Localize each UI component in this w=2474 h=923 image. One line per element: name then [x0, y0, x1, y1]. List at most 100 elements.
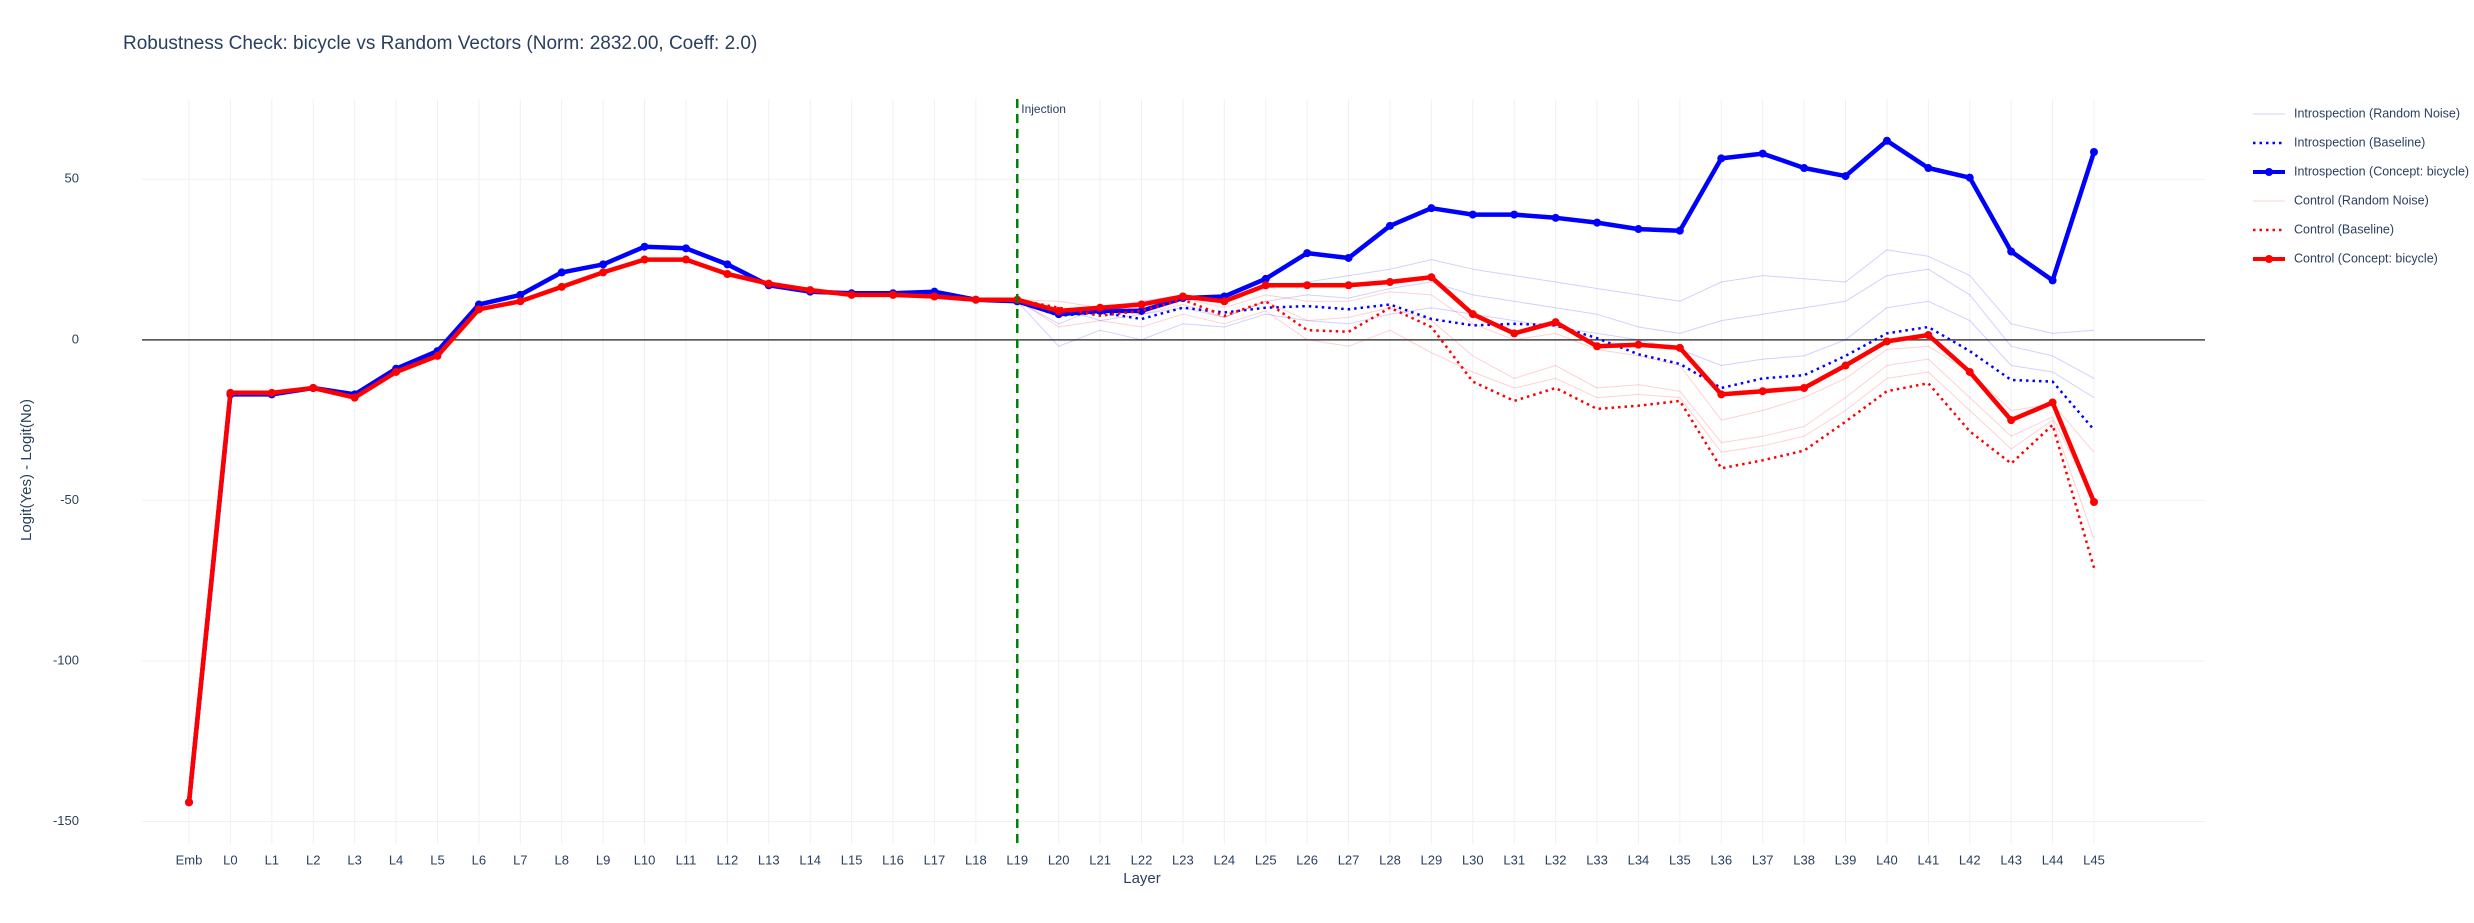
x-tick-label: L23 — [1172, 852, 1194, 867]
point — [1717, 154, 1726, 163]
point — [516, 290, 525, 299]
point — [1841, 361, 1850, 370]
x-tick-label: L40 — [1876, 852, 1898, 867]
point — [2007, 416, 2016, 425]
point — [1220, 297, 1229, 306]
point — [930, 292, 939, 301]
x-tick-label: L18 — [965, 852, 987, 867]
point — [185, 798, 193, 807]
point — [599, 268, 608, 277]
point — [889, 290, 898, 299]
point — [2090, 147, 2098, 156]
point — [1882, 136, 1891, 145]
point — [1634, 225, 1643, 234]
injection-label: Injection — [1021, 102, 1066, 116]
point — [806, 286, 815, 295]
x-tick-label: L41 — [1917, 852, 1939, 867]
point — [433, 351, 442, 360]
point — [1882, 337, 1891, 346]
point — [1178, 292, 1187, 301]
x-tick-label: L20 — [1048, 852, 1070, 867]
point — [1096, 303, 1105, 312]
point — [1800, 384, 1809, 393]
point — [1758, 149, 1767, 158]
point — [1675, 226, 1684, 235]
point — [1303, 281, 1312, 290]
x-tick-label: L37 — [1752, 852, 1774, 867]
point — [1137, 300, 1146, 309]
point — [2048, 276, 2057, 285]
legend-label: Control (Baseline) — [2294, 222, 2394, 236]
point — [267, 388, 276, 397]
point — [557, 282, 566, 291]
x-tick-label: L15 — [841, 852, 863, 867]
point — [640, 242, 649, 251]
point — [2048, 398, 2057, 407]
x-tick-label: L30 — [1462, 852, 1484, 867]
point — [1551, 213, 1560, 222]
point — [1137, 306, 1146, 315]
x-tick-label: L3 — [347, 852, 361, 867]
point — [1468, 210, 1477, 219]
x-tick-label: L4 — [389, 852, 403, 867]
x-tick-label: L27 — [1338, 852, 1360, 867]
x-tick-label: L2 — [306, 852, 320, 867]
point — [1468, 310, 1477, 319]
x-tick-label: L6 — [472, 852, 486, 867]
x-axis-title: Layer — [1123, 870, 1161, 887]
x-tick-label: L36 — [1710, 852, 1732, 867]
legend-label: Introspection (Concept: bicycle) — [2294, 164, 2469, 178]
chart-title: Robustness Check: bicycle vs Random Vect… — [123, 33, 757, 54]
x-tick-label: L16 — [882, 852, 904, 867]
x-tick-label: L42 — [1959, 852, 1981, 867]
x-tick-label: L24 — [1213, 852, 1235, 867]
x-tick-label: L38 — [1793, 852, 1815, 867]
point — [681, 255, 690, 264]
point — [350, 393, 359, 402]
x-tick-label: L8 — [554, 852, 568, 867]
point — [557, 268, 566, 277]
x-tick-label: L7 — [513, 852, 527, 867]
point — [971, 295, 980, 304]
point — [1593, 218, 1602, 227]
x-tick-label: L21 — [1089, 852, 1111, 867]
y-tick-label: -50 — [60, 492, 79, 507]
legend-label: Control (Concept: bicycle) — [2294, 251, 2438, 265]
x-tick-label: L1 — [265, 852, 279, 867]
x-tick-label: L43 — [2000, 852, 2022, 867]
point — [392, 367, 401, 376]
point — [1427, 273, 1436, 282]
point — [681, 244, 690, 253]
point — [474, 305, 483, 314]
point — [599, 260, 608, 269]
x-tick-label: L22 — [1131, 852, 1153, 867]
point — [1800, 164, 1809, 173]
point — [1303, 249, 1312, 258]
x-tick-label: L0 — [223, 852, 237, 867]
point — [1427, 204, 1436, 213]
x-tick-label: L28 — [1379, 852, 1401, 867]
legend-marker — [2265, 255, 2273, 263]
x-tick-label: L33 — [1586, 852, 1608, 867]
x-tick-label: L25 — [1255, 852, 1277, 867]
legend-label: Introspection (Baseline) — [2294, 135, 2425, 149]
point — [1841, 172, 1850, 181]
x-tick-label: L12 — [717, 852, 739, 867]
x-tick-label: L31 — [1503, 852, 1525, 867]
point — [1758, 387, 1767, 396]
x-tick-label: L26 — [1296, 852, 1318, 867]
point — [1593, 342, 1602, 351]
x-tick-label: L13 — [758, 852, 780, 867]
y-tick-label: 0 — [72, 331, 79, 346]
point — [1924, 164, 1933, 173]
legend-label: Introspection (Random Noise) — [2294, 106, 2460, 120]
x-tick-label: L35 — [1669, 852, 1691, 867]
x-tick-label: Emb — [176, 852, 203, 867]
point — [1385, 278, 1394, 287]
point — [1675, 343, 1684, 352]
point — [2090, 498, 2098, 507]
x-tick-label: L11 — [676, 852, 697, 867]
point — [1344, 253, 1353, 262]
x-tick-label: L17 — [924, 852, 946, 867]
